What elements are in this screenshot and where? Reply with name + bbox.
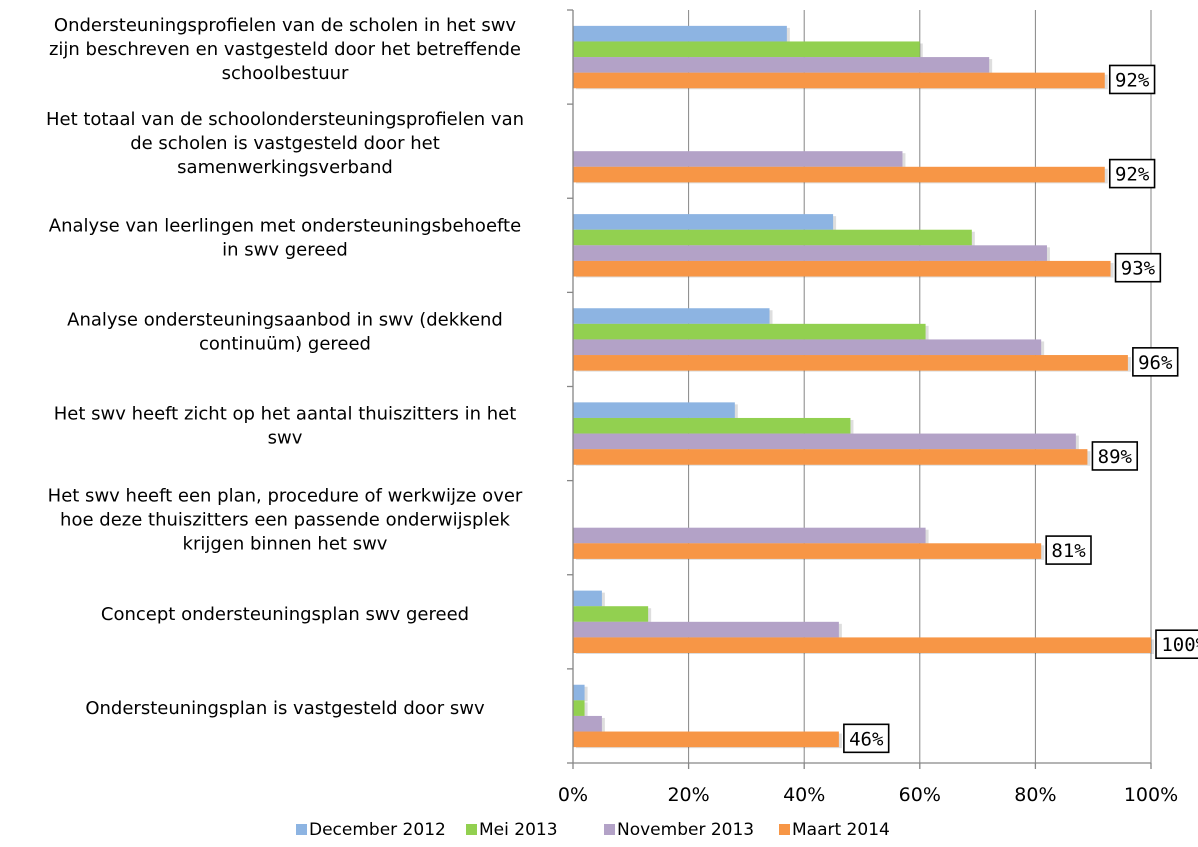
bar-november-2013 (573, 433, 1076, 450)
data-label-box (1045, 535, 1092, 565)
bar-november-2013 (573, 57, 990, 73)
data-labels: 92% 92% 93% 96% 89% 81% 100% 46% (843, 64, 1198, 754)
data-label: 46% (849, 728, 884, 750)
legend-swatch (296, 824, 307, 835)
data-label: 93% (1121, 258, 1156, 280)
bar-maart-2014 (573, 166, 1105, 183)
bar-december-2012 (573, 25, 787, 42)
bar-mei-2013 (573, 229, 972, 246)
x-tick-label: 100% (1124, 784, 1178, 806)
bar-mei-2013 (573, 41, 920, 58)
legend: December 2012 Mei 2013 November 2013 Maart … (296, 820, 890, 840)
bar-november-2013 (573, 151, 903, 167)
bar-mei-2013 (573, 606, 649, 622)
data-label: 92% (1115, 164, 1150, 186)
bar-november-2013 (573, 621, 839, 638)
data-label-box (1114, 252, 1162, 283)
bars (573, 25, 1154, 749)
bar-maart-2014 (573, 449, 1088, 465)
legend-label: Maart 2014 (792, 820, 890, 840)
x-tick-label: 20% (667, 784, 709, 806)
data-label: 81% (1051, 540, 1086, 562)
data-label: 96% (1138, 352, 1173, 374)
data-label-box (1108, 158, 1156, 189)
data-label-box (1091, 441, 1139, 471)
category-label: Het swv heeft zicht op het aantal thuisz… (54, 404, 517, 449)
bar-mei-2013 (573, 700, 585, 716)
data-label: 100% (1161, 634, 1198, 656)
bar-december-2012 (573, 590, 602, 607)
bar-maart-2014 (573, 731, 839, 748)
category-labels: Ondersteuningsprofielen van de scholen i… (46, 15, 524, 719)
x-tick-label: 60% (899, 784, 941, 806)
category-label: Analyse ondersteuningsaanbod in swv (dek… (67, 309, 503, 354)
legend-label: November 2013 (617, 820, 754, 840)
legend-swatch (604, 824, 615, 835)
bar-maart-2014 (573, 637, 1151, 654)
data-label: 92% (1115, 69, 1150, 91)
axes (567, 9, 1152, 769)
legend-label: December 2012 (309, 820, 446, 840)
data-label-box (1155, 629, 1198, 660)
bar-november-2013 (573, 527, 926, 544)
bar-maart-2014 (573, 260, 1111, 277)
bar-november-2013 (573, 245, 1047, 261)
x-tick-labels: 0% 20% 40% 60% 80% 100% (558, 784, 1178, 806)
bar-december-2012 (573, 214, 834, 230)
data-label: 89% (1098, 446, 1133, 468)
category-label: Ondersteuningsplan is vastgesteld door s… (85, 698, 485, 719)
bar-maart-2014 (573, 543, 1042, 559)
legend-swatch (779, 824, 790, 835)
category-label: Ondersteuningsprofielen van de scholen i… (49, 15, 521, 84)
bar-maart-2014 (573, 355, 1128, 371)
data-label-box (1132, 347, 1179, 377)
bar-december-2012 (573, 402, 735, 418)
bar-mei-2013 (573, 417, 851, 434)
x-tick-label: 40% (783, 784, 825, 806)
data-label-box (1108, 64, 1156, 95)
bar-december-2012 (573, 684, 585, 701)
category-label: Het swv heeft een plan, procedure of wer… (48, 486, 523, 555)
x-tick-label: 80% (1014, 784, 1056, 806)
bar-december-2012 (573, 308, 770, 324)
bar-mei-2013 (573, 323, 926, 340)
bar-november-2013 (573, 339, 1042, 356)
category-label: Het totaal van de schoolondersteuningspr… (46, 109, 524, 178)
legend-label: Mei 2013 (479, 820, 558, 840)
category-label: Analyse van leerlingen met ondersteuning… (49, 215, 521, 260)
bar-november-2013 (573, 715, 602, 732)
data-label-box (843, 723, 890, 754)
category-label: Concept ondersteuningsplan swv gereed (101, 604, 469, 625)
bar-maart-2014 (573, 72, 1105, 89)
x-tick-label: 0% (558, 784, 588, 806)
legend-swatch (466, 824, 477, 835)
